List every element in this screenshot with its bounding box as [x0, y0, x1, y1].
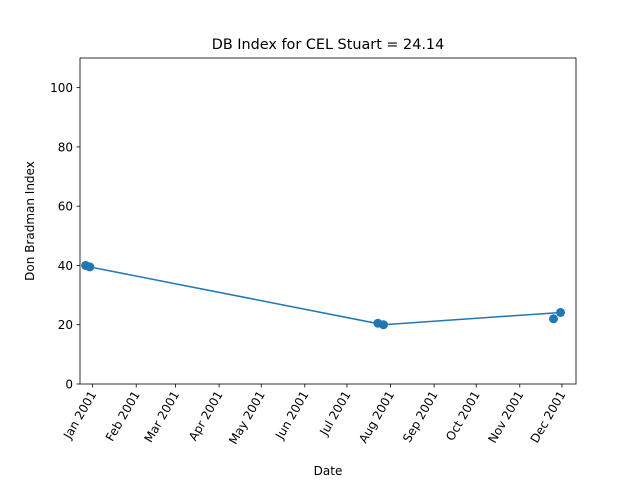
y-tick-label: 100	[50, 81, 73, 95]
chart-title: DB Index for CEL Stuart = 24.14	[212, 37, 445, 53]
x-tick-label: Jan 2001	[60, 389, 99, 443]
plot-area	[81, 260, 566, 330]
x-tick-label: Feb 2001	[103, 389, 143, 444]
y-tick-label: 40	[58, 259, 73, 273]
x-tick-label: Apr 2001	[186, 389, 226, 444]
y-tick-label: 0	[65, 378, 73, 392]
y-tick-label: 20	[58, 318, 73, 332]
data-point	[549, 314, 559, 324]
x-tick-label: Aug 2001	[356, 389, 397, 446]
x-tick-label: Sep 2001	[400, 389, 441, 445]
x-tick-label: Jul 2001	[317, 389, 354, 439]
y-axis: 0 20 40 60 80 100	[50, 81, 80, 392]
y-tick-label: 60	[58, 200, 73, 214]
series-line	[89, 266, 561, 326]
data-point	[379, 320, 389, 330]
plot-frame	[79, 57, 577, 385]
data-point	[85, 262, 95, 272]
x-tick-label: Nov 2001	[485, 389, 526, 446]
x-axis-label: Date	[314, 464, 343, 478]
y-axis-label: Don Bradman Index	[23, 161, 37, 281]
y-tick-label: 80	[58, 140, 73, 154]
x-tick-label: Mar 2001	[142, 389, 183, 445]
x-tick-label: May 2001	[226, 389, 268, 447]
data-point	[556, 307, 566, 317]
x-tick-label: Jun 2001	[272, 389, 311, 443]
x-tick-label: Dec 2001	[528, 389, 569, 446]
x-tick-label: Oct 2001	[443, 389, 483, 444]
